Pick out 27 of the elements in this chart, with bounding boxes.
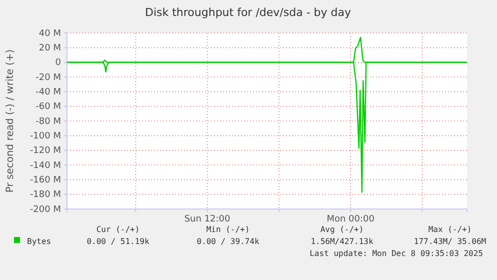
text: Min (-/+) — [206, 225, 250, 234]
x-tick-label: Sun 12:00 — [184, 214, 231, 224]
y-tick-label: -20 M — [36, 72, 61, 83]
y-tick-label: -120 M — [30, 146, 61, 156]
y-tick-label: -60 M — [36, 102, 61, 112]
y-tick-label: -80 M — [36, 116, 61, 127]
text: Avg (-/+) — [320, 225, 364, 234]
chart-title: Disk throughput for /dev/sda - by day — [144, 6, 352, 19]
text: 177.43M/ 35.06M — [414, 237, 486, 246]
text: 1.56M/427.13k — [310, 237, 374, 246]
x-tick-label: Mon 00:00 — [326, 214, 375, 224]
y-tick-label: -40 M — [36, 88, 61, 98]
y-tick-label: -140 M — [30, 160, 61, 171]
y-tick-label: 0 — [55, 58, 62, 68]
legend-label: Bytes — [27, 237, 52, 246]
y-tick-label: -180 M — [30, 190, 61, 200]
y-tick-label: 40 M — [38, 28, 61, 39]
y-axis-title: Pr second read (-) / write (+) — [5, 49, 16, 193]
y-tick-label: -160 M — [30, 176, 61, 186]
text: Max (-/+) — [428, 225, 472, 234]
text: Cur (-/+) — [96, 225, 140, 234]
y-tick-label: 20 M — [38, 44, 61, 54]
text: Last update: Mon Dec 8 09:35:03 2025 — [310, 249, 484, 258]
text: 0.00 / 39.74k — [196, 237, 260, 246]
y-tick-label: -200 M — [30, 204, 61, 215]
y-tick-label: -100 M — [30, 132, 61, 142]
text: 0.00 / 51.19k — [86, 237, 150, 246]
